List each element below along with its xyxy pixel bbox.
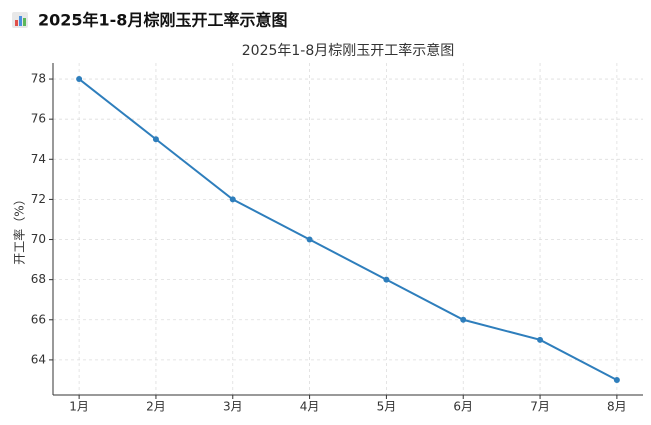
point xyxy=(76,76,83,83)
x-tick-label: 4月 xyxy=(300,400,320,414)
y-tick-label: 78 xyxy=(31,72,46,86)
y-tick-label: 74 xyxy=(31,152,46,166)
x-tick-label: 3月 xyxy=(223,400,243,414)
header-title: 2025年1-8月棕刚玉开工率示意图 xyxy=(38,11,287,30)
x-tick-label: 5月 xyxy=(377,400,397,414)
point xyxy=(460,316,467,323)
y-tick-label: 76 xyxy=(31,112,46,126)
point xyxy=(306,236,313,243)
point xyxy=(383,276,390,283)
line xyxy=(78,78,618,381)
x-tick-label: 7月 xyxy=(530,400,550,414)
x-tick-label: 1月 xyxy=(69,400,89,414)
y-tick-label: 68 xyxy=(31,272,46,286)
point xyxy=(229,196,236,203)
y-axis-label: 开工率（%） xyxy=(12,193,27,264)
point xyxy=(537,336,544,343)
point xyxy=(613,376,620,383)
header-icon xyxy=(12,12,28,28)
y-tick-label: 66 xyxy=(31,312,46,326)
point xyxy=(152,136,159,143)
x-tick-label: 8月 xyxy=(607,400,627,414)
y-tick-label: 72 xyxy=(31,192,46,206)
y-tick-label: 70 xyxy=(31,232,46,246)
chart-title: 2025年1-8月棕刚玉开工率示意图 xyxy=(242,42,455,59)
x-tick-label: 6月 xyxy=(453,400,473,414)
x-tick-label: 2月 xyxy=(146,400,166,414)
y-tick-label: 64 xyxy=(31,352,46,366)
